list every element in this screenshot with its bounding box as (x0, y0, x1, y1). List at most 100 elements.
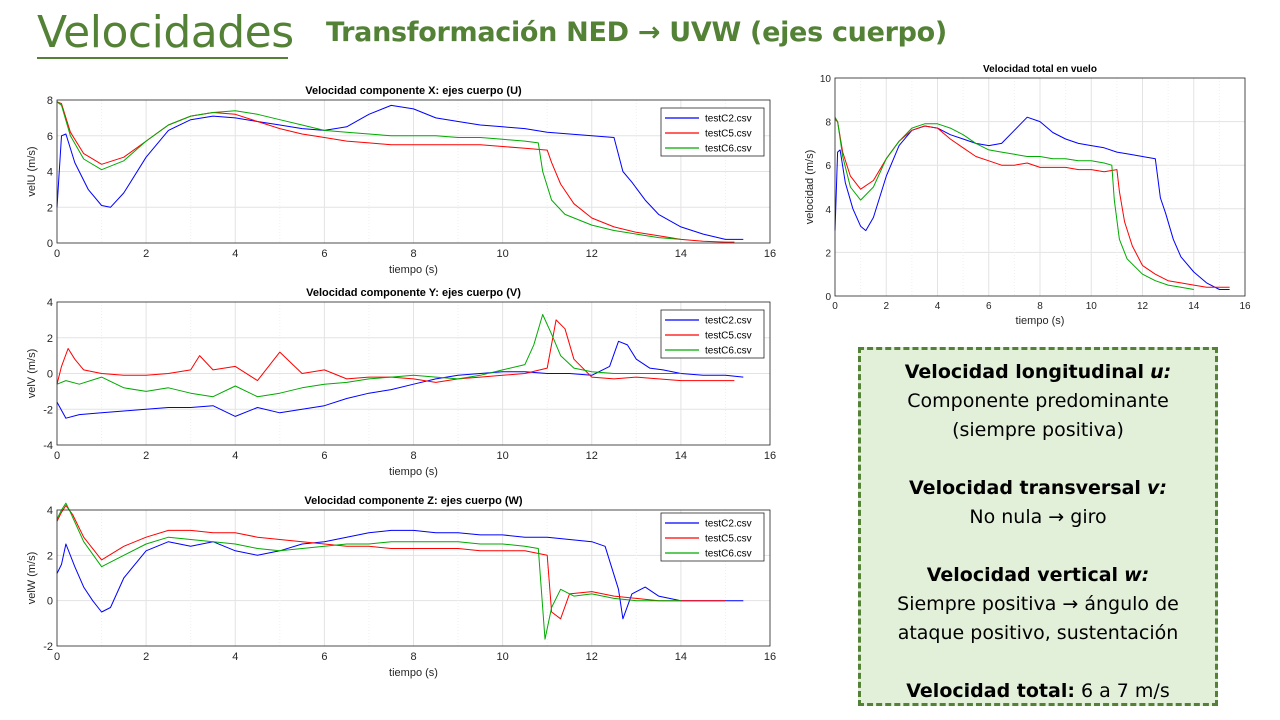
axes-frame (56, 509, 771, 647)
slide-subtitle: Transformación NED → UVW (ejes cuerpo) (326, 17, 947, 48)
axes-frame (834, 77, 1246, 297)
x-tick-label: 8 (410, 651, 416, 663)
total-value: 6 a 7 m/s (1080, 680, 1170, 702)
x-tick-label: 6 (321, 450, 327, 462)
y-axis-label: velocidad (m/s) (804, 150, 816, 225)
chart-title: Velocidad componente Y: ejes cuerpo (V) (306, 287, 521, 299)
w-label: Velocidad vertical (926, 564, 1119, 586)
total-label: Velocidad total: (906, 680, 1075, 702)
x-tick-label: 16 (764, 248, 776, 260)
y-tick-label: 2 (825, 248, 831, 259)
x-tick-label: 2 (143, 248, 149, 260)
chart-title: Velocidad componente X: ejes cuerpo (U) (305, 85, 522, 97)
series-line-testc2-csv (56, 104, 744, 240)
v-heading: Velocidad transversal v: (861, 474, 1215, 503)
x-tick-label: 14 (675, 651, 687, 663)
y-tick-label: 2 (47, 333, 53, 345)
x-tick-label: 4 (232, 651, 238, 663)
series-line-testc6-csv (56, 314, 681, 398)
x-tick-label: 6 (986, 301, 992, 312)
series-line-testc6-csv (834, 116, 1194, 290)
x-tick-label: 2 (883, 301, 889, 312)
y-tick-label: -4 (43, 440, 53, 452)
y-axis-label: velU (m/s) (26, 146, 38, 196)
y-tick-label: 0 (47, 596, 53, 608)
legend-entry: testC5.csv (705, 129, 752, 140)
x-tick-label: 8 (1037, 301, 1043, 312)
legend-entry: testC6.csv (705, 549, 752, 560)
x-tick-label: 6 (321, 248, 327, 260)
x-tick-label: 16 (764, 450, 776, 462)
u-heading: Velocidad longitudinal u: (861, 358, 1215, 387)
x-tick-label: 4 (232, 450, 238, 462)
v-variable: v: (1147, 477, 1167, 499)
x-tick-label: 0 (832, 301, 838, 312)
x-tick-label: 2 (143, 450, 149, 462)
y-tick-label: 0 (47, 369, 53, 381)
legend-entry: testC6.csv (705, 346, 752, 357)
y-tick-label: 6 (47, 131, 53, 143)
x-tick-label: 12 (586, 450, 598, 462)
chart-title: Velocidad total en vuelo (983, 64, 1097, 75)
legend: testC2.csv testC5.csv testC6.csv (660, 512, 765, 562)
y-tick-label: 4 (47, 505, 53, 517)
x-axis-label: tiempo (s) (1016, 315, 1065, 327)
w-heading: Velocidad vertical w: (861, 561, 1215, 590)
x-tick-label: 12 (586, 248, 598, 260)
y-tick-label: -2 (43, 641, 53, 653)
series-line-testc6-csv (56, 502, 681, 640)
y-tick-label: 8 (825, 118, 831, 129)
chart-1: 0 2 4 6 8 10 12 14 16 0 2 4 6 8 Velocidad componente X… (26, 85, 776, 276)
x-axis-label: tiempo (s) (389, 466, 438, 478)
x-tick-label: 16 (1239, 301, 1251, 312)
legend-entry: testC5.csv (705, 534, 752, 545)
u-desc-1: Componente predominante (907, 390, 1169, 412)
v-desc-1: No nula → giro (969, 506, 1107, 528)
y-tick-label: 0 (47, 238, 53, 250)
y-tick-label: 4 (825, 205, 831, 216)
x-tick-label: 4 (232, 248, 238, 260)
chart-title: Velocidad componente Z: ejes cuerpo (W) (304, 495, 523, 507)
w-variable: w: (1124, 564, 1150, 586)
y-tick-label: 4 (47, 297, 53, 309)
chart-2: 0 2 4 6 8 10 12 14 16 -4 -2 0 2 4 Velocidad componente… (26, 287, 776, 478)
x-tick-label: 2 (143, 651, 149, 663)
y-tick-label: 6 (825, 161, 831, 172)
x-tick-label: 8 (410, 248, 416, 260)
x-tick-label: 14 (675, 450, 687, 462)
y-axis-label: velW (m/s) (26, 552, 38, 605)
x-tick-label: 0 (54, 450, 60, 462)
x-tick-label: 4 (935, 301, 941, 312)
series-line-testc5-csv (56, 319, 735, 385)
axes-frame (56, 301, 771, 446)
y-tick-label: 2 (47, 202, 53, 214)
y-tick-label: 4 (47, 167, 53, 179)
x-tick-label: 14 (675, 248, 687, 260)
y-tick-label: 10 (820, 74, 832, 85)
legend-entry: testC6.csv (705, 144, 752, 155)
x-tick-label: 10 (497, 450, 509, 462)
v-label: Velocidad transversal (909, 477, 1141, 499)
chart-4: 0 2 4 6 8 10 12 14 16 0 2 4 6 8 10 Velocidad total en v… (804, 64, 1251, 327)
x-tick-label: 14 (1188, 301, 1200, 312)
legend-entry: testC5.csv (705, 331, 752, 342)
legend: testC2.csv testC5.csv testC6.csv (660, 309, 765, 359)
series-line-testc2-csv (56, 529, 744, 620)
u-desc-2: (siempre positiva) (952, 419, 1124, 441)
y-axis-label: velV (m/s) (26, 349, 38, 399)
w-desc-1: Siempre positiva → ángulo de (897, 593, 1179, 615)
series-line-testc2-csv (56, 340, 744, 419)
legend-entry: testC2.csv (705, 519, 752, 530)
y-tick-label: 8 (47, 95, 53, 107)
x-tick-label: 10 (1086, 301, 1098, 312)
u-label: Velocidad longitudinal (904, 361, 1145, 383)
x-tick-label: 0 (54, 248, 60, 260)
y-tick-label: 2 (47, 550, 53, 562)
series-line-testc5-csv (56, 505, 726, 620)
series-line-testc2-csv (834, 116, 1230, 290)
x-tick-label: 10 (497, 248, 509, 260)
legend-entry: testC2.csv (705, 114, 752, 125)
u-variable: u: (1150, 361, 1172, 383)
w-desc-2: ataque positivo, sustentación (897, 622, 1179, 644)
